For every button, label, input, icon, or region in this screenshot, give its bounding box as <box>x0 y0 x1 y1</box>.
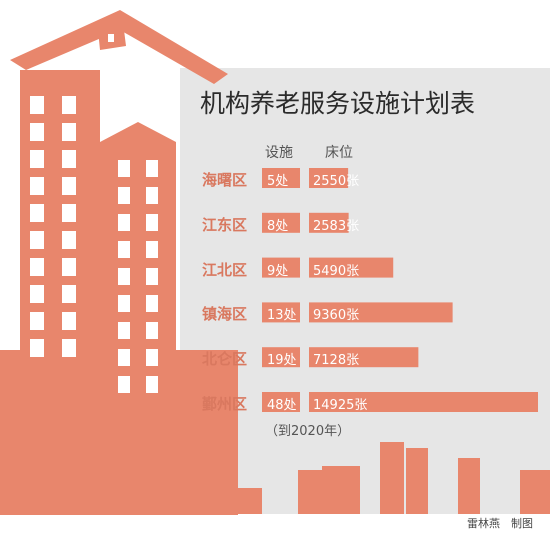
tower-window <box>118 376 130 393</box>
tower-window <box>62 285 76 303</box>
tower-window <box>30 312 44 330</box>
beds-bar <box>309 212 349 233</box>
district-label: 镇海区 <box>202 305 248 324</box>
tower-window <box>118 322 130 339</box>
small-building <box>322 466 360 514</box>
chimney-window <box>108 34 114 42</box>
small-building <box>520 470 550 514</box>
tower-window <box>30 96 44 114</box>
tower-window <box>146 241 158 258</box>
facility-value-label: 19处 <box>267 353 297 369</box>
facility-value-label: 48处 <box>267 398 297 413</box>
beds-bar <box>309 392 538 412</box>
tower-window <box>30 285 44 303</box>
tower-window <box>146 187 158 204</box>
tower-window <box>118 187 130 204</box>
tower-window <box>146 214 158 231</box>
tower-window <box>62 204 76 222</box>
tower-window <box>62 258 76 276</box>
district-label: 江东区 <box>202 215 248 234</box>
small-building <box>380 442 404 514</box>
chart-note: （到2020年） <box>265 424 351 439</box>
small-building <box>238 488 262 514</box>
tower-window <box>146 322 158 339</box>
facility-bar <box>262 168 300 188</box>
tower-window <box>118 160 130 177</box>
tower-window <box>30 339 44 357</box>
tower-window <box>146 160 158 177</box>
tower-window <box>62 123 76 141</box>
beds-value-label: 9360张 <box>313 308 360 324</box>
small-building <box>406 448 428 514</box>
beds-bar <box>309 302 453 323</box>
beds-value-label: 2583张 <box>313 218 360 234</box>
tower-window <box>62 231 76 249</box>
facility-bar <box>262 302 300 323</box>
tower-window <box>62 339 76 357</box>
facility-value-label: 5处 <box>267 174 289 189</box>
tower-window <box>146 349 158 366</box>
tower-window <box>146 295 158 312</box>
beds-bar <box>309 168 349 188</box>
district-label: 江北区 <box>202 260 248 279</box>
tower-window <box>62 312 76 330</box>
side-block <box>150 400 238 515</box>
beds-value-label: 5490张 <box>313 263 360 279</box>
tower-window <box>30 123 44 141</box>
facility-value-label: 8处 <box>267 218 289 234</box>
beds-value-label: 14925张 <box>313 398 368 413</box>
tower-window <box>118 214 130 231</box>
column-header-beds: 床位 <box>325 145 353 161</box>
tower-window <box>146 376 158 393</box>
tower-window <box>30 258 44 276</box>
facility-value-label: 9处 <box>267 263 289 279</box>
tower-window <box>146 268 158 285</box>
gray-panel <box>180 68 550 514</box>
facility-bar <box>262 347 300 368</box>
tower-window <box>62 150 76 168</box>
tower-window <box>30 231 44 249</box>
chart-title: 机构养老服务设施计划表 <box>200 89 476 118</box>
tower-window <box>30 177 44 195</box>
facility-bar <box>262 212 300 233</box>
small-building <box>458 458 480 514</box>
tower-window <box>118 268 130 285</box>
tower-window <box>62 96 76 114</box>
beds-bar <box>309 347 419 368</box>
facility-bar <box>262 392 300 412</box>
facility-value-label: 13处 <box>267 308 297 324</box>
district-label: 北仑区 <box>202 350 248 369</box>
beds-value-label: 7128张 <box>313 353 360 369</box>
credit-line: 雷林燕 制图 <box>467 517 533 530</box>
tower-window <box>62 177 76 195</box>
beds-value-label: 2550张 <box>313 174 360 189</box>
tower-window <box>118 295 130 312</box>
tower-window <box>118 349 130 366</box>
tower-window <box>118 241 130 258</box>
district-label: 鄞州区 <box>202 395 248 413</box>
tower-window <box>30 150 44 168</box>
column-header-facilities: 设施 <box>265 145 293 161</box>
beds-bar <box>309 257 394 278</box>
tower-window <box>30 204 44 222</box>
facility-bar <box>262 257 300 278</box>
district-label: 海曙区 <box>202 171 248 189</box>
